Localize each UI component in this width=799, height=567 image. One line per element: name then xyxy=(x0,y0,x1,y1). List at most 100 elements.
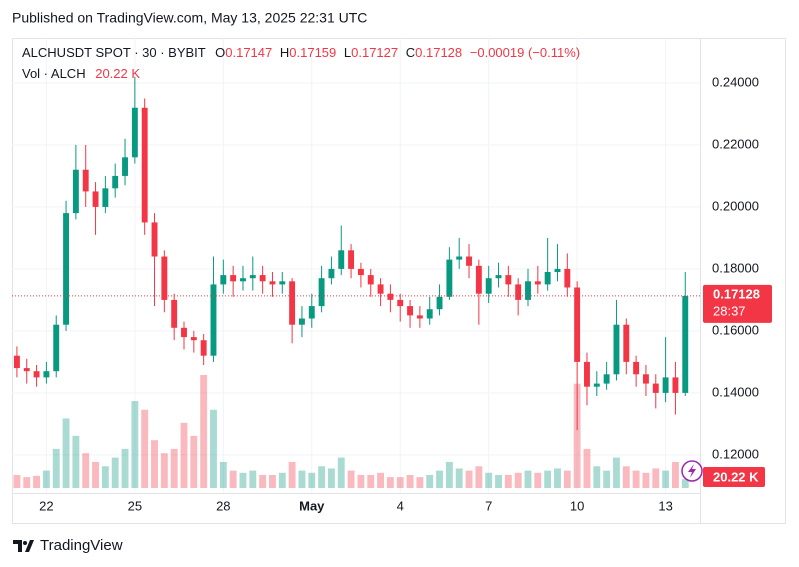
candle-body xyxy=(43,371,50,378)
volume-bar xyxy=(269,474,276,488)
x-tick-label: May xyxy=(299,498,325,513)
x-tick-label: 10 xyxy=(570,498,584,513)
countdown: 28:37 xyxy=(713,303,746,318)
volume-bar xyxy=(495,474,502,488)
volume-bar xyxy=(337,457,345,488)
candle-body xyxy=(289,281,296,325)
volume-bar xyxy=(23,477,31,488)
x-tick-label: 4 xyxy=(397,498,404,513)
candle-body xyxy=(662,377,669,393)
volume-bar xyxy=(593,466,601,488)
candle-body xyxy=(240,278,246,282)
candle-body xyxy=(53,324,60,372)
candle-body xyxy=(446,259,453,297)
candle-body xyxy=(564,268,571,288)
volume-bar xyxy=(219,461,227,488)
volume-bar xyxy=(210,409,217,488)
candle-body xyxy=(259,275,266,282)
candle-body xyxy=(269,281,276,285)
volume-tag xyxy=(703,467,765,487)
volume-bar xyxy=(504,474,512,488)
candle-body xyxy=(151,222,158,257)
candle-body xyxy=(485,278,492,294)
brand: TradingView xyxy=(13,537,123,554)
volume-bar xyxy=(573,383,581,488)
volume-bar xyxy=(347,470,355,488)
volume-bar xyxy=(563,470,571,488)
candle-body xyxy=(642,374,649,384)
candle-body xyxy=(623,324,630,362)
volume-bar xyxy=(524,470,532,488)
candle-body xyxy=(377,284,384,294)
candle-body xyxy=(554,268,561,273)
volume-bar xyxy=(652,468,660,488)
y-tick-label: 0.18000 xyxy=(712,260,759,275)
candle-body xyxy=(475,265,482,294)
volume-bar xyxy=(180,422,188,488)
alert-icon xyxy=(681,460,703,482)
candle-body xyxy=(436,296,443,310)
legend-line: ALCHUSDT SPOT · 30 · BYBIT O0.17147 H0.1… xyxy=(22,45,580,60)
candle-body xyxy=(682,295,689,393)
l-label: L xyxy=(344,45,351,60)
volume-bar xyxy=(662,470,670,488)
volume-bar xyxy=(622,466,630,488)
volume-bar xyxy=(308,472,316,488)
candle-body xyxy=(525,281,531,300)
x-tick-label: 28 xyxy=(216,498,230,513)
candle-body xyxy=(397,299,404,307)
x-tick-label: 25 xyxy=(128,498,142,513)
candle-body xyxy=(171,299,178,328)
candle-body xyxy=(407,306,414,316)
candle-body xyxy=(367,275,374,285)
volume-bar xyxy=(386,477,394,488)
candle-body xyxy=(200,340,207,356)
brand-name: TradingView xyxy=(40,537,123,554)
volume-bar xyxy=(121,448,129,488)
candle-body xyxy=(210,284,217,356)
volume-bar xyxy=(170,448,178,488)
volume-bar xyxy=(367,474,375,488)
candles xyxy=(13,76,689,431)
candle-body xyxy=(230,275,237,282)
candle-body xyxy=(112,175,119,189)
y-tick-label: 0.16000 xyxy=(712,322,759,337)
volume-bar xyxy=(200,375,208,488)
volume-bar xyxy=(229,470,237,488)
volume-bar xyxy=(278,472,286,488)
volume-bar xyxy=(160,453,168,488)
volume-bar xyxy=(111,457,119,488)
last-price-tag xyxy=(703,284,772,323)
volume-bar xyxy=(357,474,365,488)
volume-bar xyxy=(613,457,620,488)
volume-bar xyxy=(298,470,306,488)
volume-bar xyxy=(82,453,90,488)
last-price-label: 0.17128 xyxy=(713,286,760,301)
volume-bar xyxy=(377,472,385,488)
volume-bar xyxy=(327,468,335,488)
axes: 0.12000 0.14000 0.16000 0.18000 0.20000 0.220… xyxy=(12,74,772,513)
candle-body xyxy=(13,355,20,369)
open-value: 0.17147 xyxy=(225,45,272,60)
volume-bar xyxy=(485,472,493,488)
candle-body xyxy=(387,293,394,300)
volume-bar xyxy=(632,470,640,488)
x-tick-label: 7 xyxy=(485,498,492,513)
candle-body xyxy=(220,275,227,285)
low-value: 0.17127 xyxy=(351,45,398,60)
volume-value: 20.22 K xyxy=(95,66,140,81)
candle-body xyxy=(495,275,502,279)
candle-body xyxy=(466,256,472,266)
grid xyxy=(12,38,700,493)
y-tick-label: 0.22000 xyxy=(712,136,759,151)
c-label: C xyxy=(406,45,415,60)
close-value: 0.17128 xyxy=(415,45,462,60)
symbol: ALCHUSDT SPOT · 30 · BYBIT xyxy=(22,45,206,60)
candle-body xyxy=(181,327,187,338)
candle-body xyxy=(603,374,610,384)
candle-body xyxy=(584,361,590,387)
candle-body xyxy=(131,107,138,158)
volume-bar xyxy=(190,435,198,488)
